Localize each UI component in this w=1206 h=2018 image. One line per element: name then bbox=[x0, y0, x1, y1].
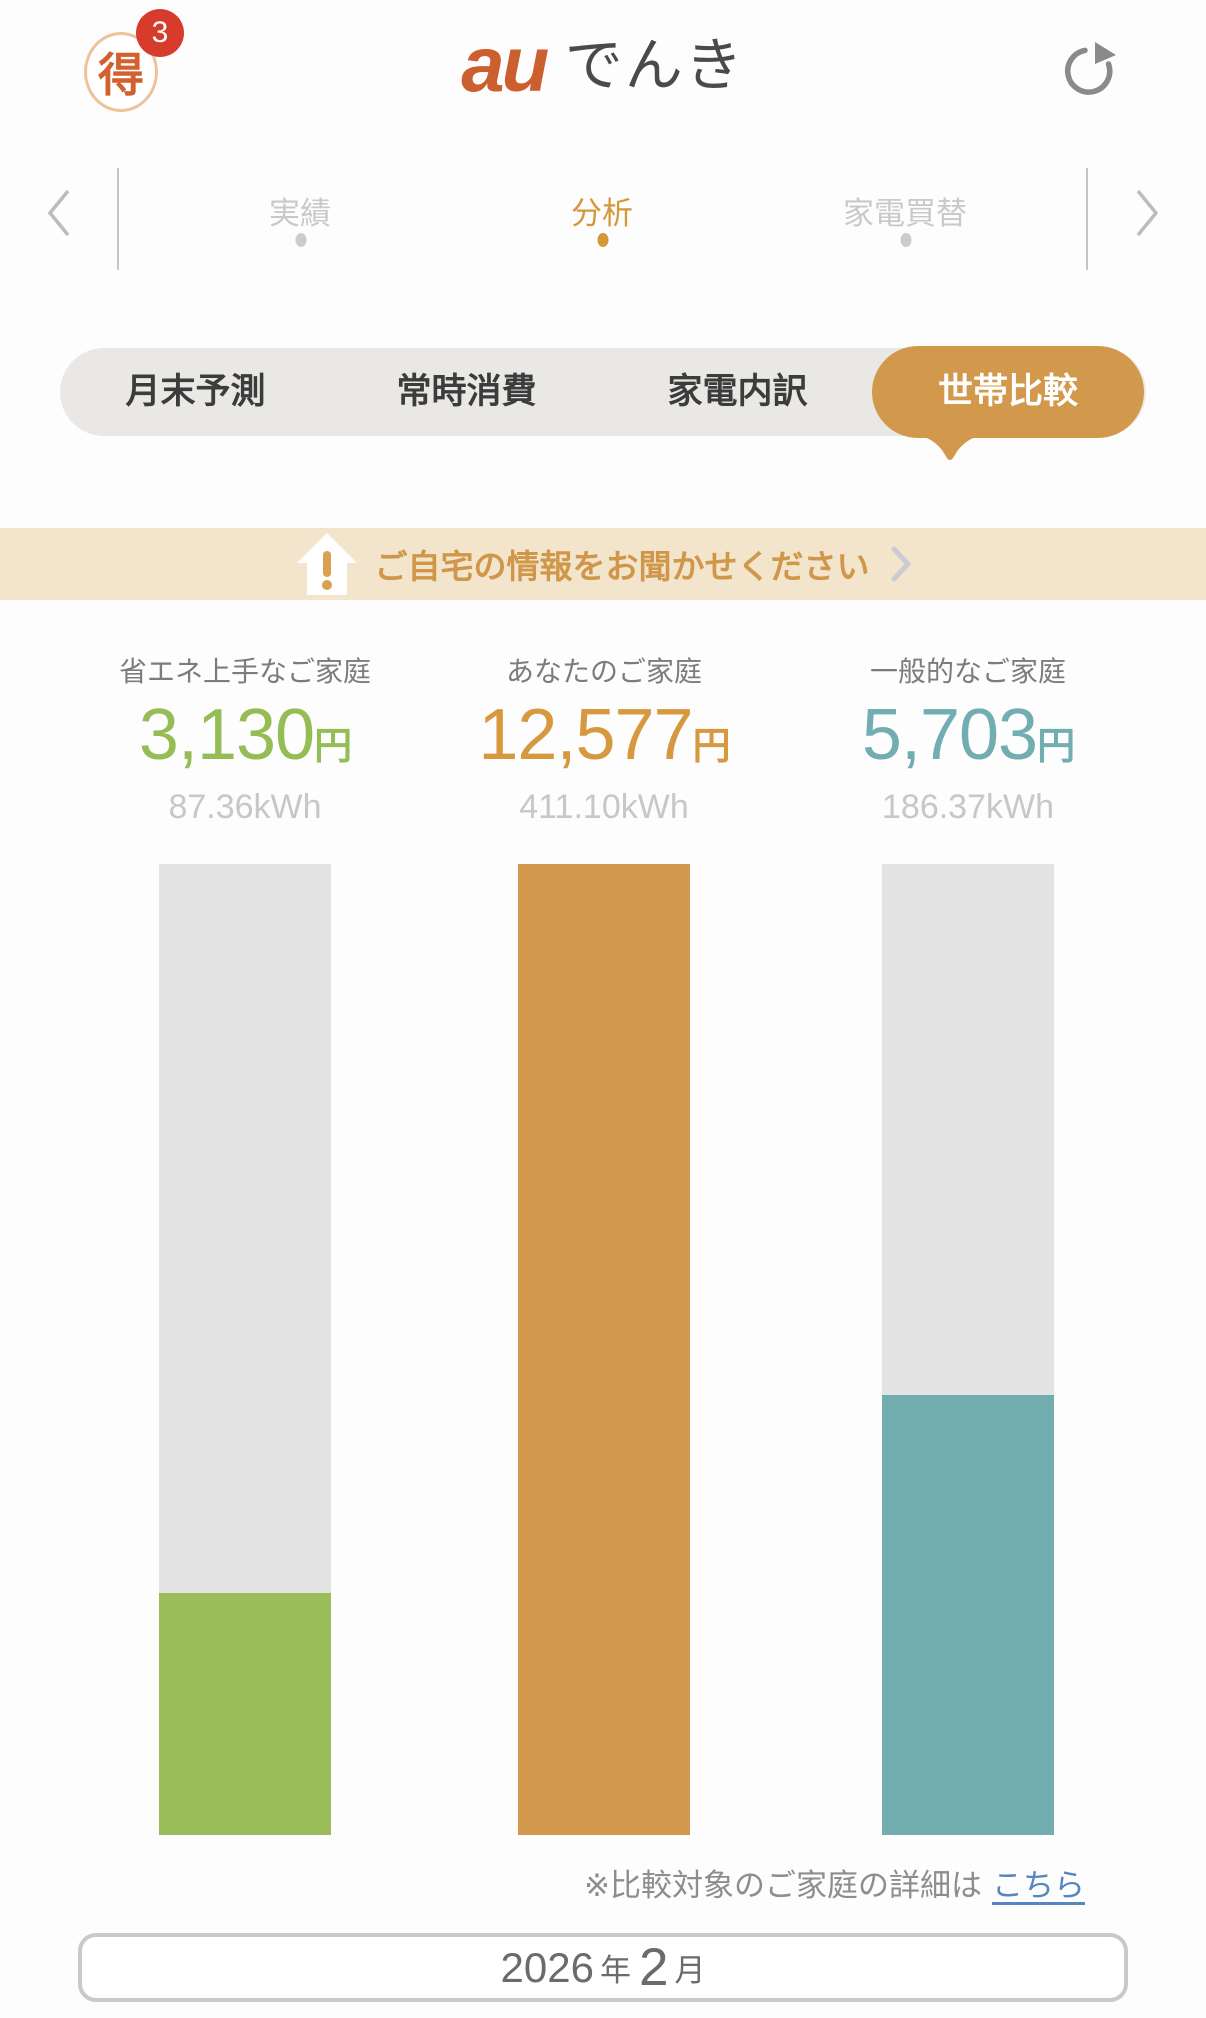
comparison-detail-note-text: ※比較対象のご家庭の詳細は bbox=[584, 1868, 982, 1903]
tab-bunseki[interactable]: 分析 bbox=[571, 188, 633, 233]
denki-logo-text: でんき bbox=[564, 33, 745, 98]
chevron-left-icon bbox=[47, 189, 70, 237]
date-month-suffix: 月 bbox=[674, 1953, 706, 1988]
nav-prev-button[interactable] bbox=[44, 186, 74, 245]
date-selector[interactable]: 2026 年 2 月 bbox=[78, 1933, 1128, 2002]
amount-eco-value: 3,130 bbox=[138, 695, 315, 775]
banner-chevron-icon bbox=[891, 546, 910, 582]
comparison-detail-note: ※比較対象のご家庭の詳細は こちら bbox=[584, 1860, 1085, 1905]
selected-segment-pointer bbox=[920, 436, 980, 471]
segment-month-end-forecast[interactable]: 月末予測 bbox=[60, 348, 331, 436]
segment-appliance-breakdown[interactable]: 家電内訳 bbox=[602, 348, 873, 436]
date-year-suffix: 年 bbox=[599, 1953, 631, 1988]
comparison-detail-link[interactable]: こちら bbox=[992, 1868, 1085, 1903]
segment-household-comparison[interactable]: 世帯比較 bbox=[872, 346, 1144, 438]
tab-dot-jisseki bbox=[295, 233, 307, 247]
segment-household-comparison-label: 世帯比較 bbox=[937, 372, 1078, 411]
bar-yours-fill bbox=[518, 864, 690, 1835]
bar-eco bbox=[159, 864, 331, 1835]
household-info-banner[interactable]: ご自宅の情報をお聞かせください bbox=[0, 528, 1206, 600]
segment-standby-consumption[interactable]: 常時消費 bbox=[331, 348, 602, 436]
notification-count: 3 bbox=[151, 16, 169, 49]
tab-jisseki[interactable]: 実績 bbox=[269, 188, 331, 233]
analysis-segmented-control: 月末予測 常時消費 家電内訳 世帯比較 bbox=[60, 346, 1146, 438]
amount-yours-unit: 円 bbox=[692, 726, 731, 768]
amount-average: 5,703円 bbox=[861, 694, 1075, 776]
tab-dot-kaden-kaigae bbox=[900, 233, 912, 247]
nav-divider-right bbox=[1086, 168, 1088, 270]
date-year: 2026 bbox=[500, 1943, 594, 1991]
amount-average-unit: 円 bbox=[1037, 726, 1075, 768]
energy-yours: 411.10kWh bbox=[519, 788, 689, 826]
energy-average: 186.37kWh bbox=[882, 788, 1054, 826]
tab-kaden-kaigae[interactable]: 家電買替 bbox=[843, 188, 967, 233]
segment-month-end-forecast-label: 月末予測 bbox=[125, 372, 266, 411]
promo-toku-label: 得 bbox=[98, 49, 144, 101]
tab-kaden-kaigae-label: 家電買替 bbox=[843, 196, 967, 231]
column-label-yours: あなたのご家庭 bbox=[505, 656, 703, 687]
column-label-average: 一般的なご家庭 bbox=[869, 656, 1067, 687]
chevron-right-icon bbox=[1136, 189, 1159, 237]
column-label-eco: 省エネ上手なご家庭 bbox=[118, 656, 372, 687]
date-month: 2 bbox=[638, 1938, 669, 1997]
refresh-icon bbox=[1065, 42, 1116, 95]
amount-yours-value: 12,577 bbox=[478, 695, 693, 775]
segment-appliance-breakdown-label: 家電内訳 bbox=[667, 372, 808, 411]
amount-yours: 12,577円 bbox=[478, 694, 731, 776]
amount-average-value: 5,703 bbox=[861, 695, 1038, 775]
energy-eco: 87.36kWh bbox=[168, 788, 322, 826]
amount-eco: 3,130円 bbox=[138, 694, 352, 776]
tab-dot-bunseki bbox=[597, 233, 609, 247]
refresh-button[interactable] bbox=[1058, 38, 1120, 100]
app-logo: au でんき bbox=[0, 18, 1206, 110]
house-alert-icon bbox=[296, 533, 357, 595]
banner-text: ご自宅の情報をお聞かせください bbox=[374, 548, 870, 585]
segment-standby-consumption-label: 常時消費 bbox=[396, 372, 537, 411]
bar-yours bbox=[518, 864, 690, 1835]
nav-divider-left bbox=[117, 168, 119, 270]
nav-next-button[interactable] bbox=[1132, 186, 1162, 245]
amount-eco-unit: 円 bbox=[314, 726, 352, 768]
bar-average bbox=[882, 864, 1054, 1835]
notification-badge: 3 bbox=[136, 9, 184, 57]
au-logo: au bbox=[461, 20, 549, 108]
bar-eco-fill bbox=[159, 1593, 331, 1835]
tab-jisseki-label: 実績 bbox=[269, 196, 331, 231]
bar-average-fill bbox=[882, 1395, 1054, 1835]
tab-bunseki-label: 分析 bbox=[571, 196, 633, 231]
